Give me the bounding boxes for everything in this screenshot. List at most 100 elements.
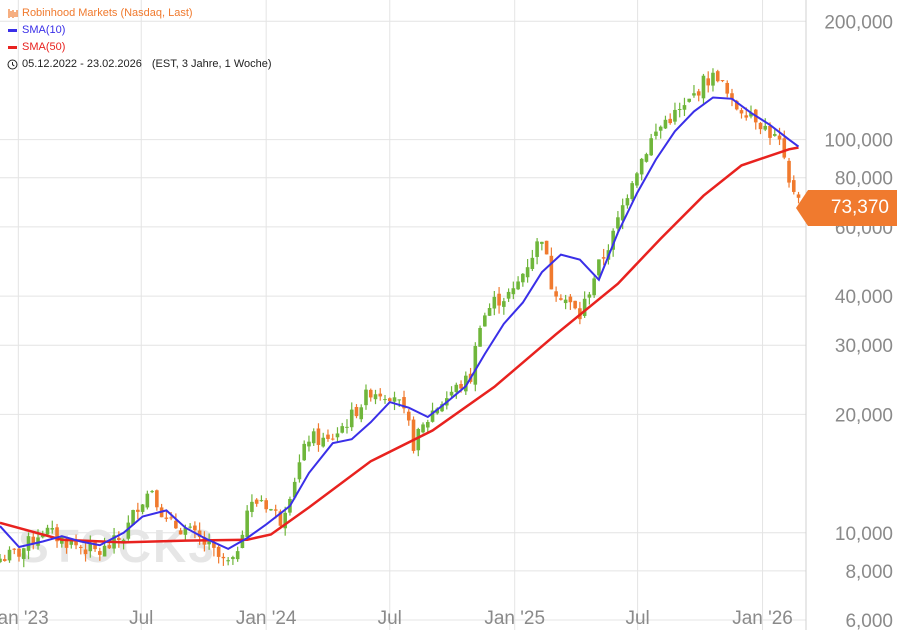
y-tick-label: 8,000 bbox=[845, 562, 893, 583]
candle-body bbox=[668, 118, 672, 124]
candle-body bbox=[345, 426, 349, 428]
candle-body bbox=[273, 509, 278, 511]
candle-body bbox=[492, 296, 497, 309]
candle-body bbox=[549, 255, 554, 290]
candle-body bbox=[373, 394, 378, 400]
candle-body bbox=[307, 441, 311, 447]
candle-body bbox=[292, 481, 297, 498]
candle-body bbox=[7, 549, 12, 561]
candle-body bbox=[611, 230, 615, 250]
candle-body bbox=[639, 158, 644, 175]
candle-body bbox=[701, 75, 706, 99]
candle-body bbox=[178, 530, 183, 535]
candle-body bbox=[658, 126, 663, 131]
candle-body bbox=[269, 509, 273, 511]
candle-body bbox=[663, 119, 668, 129]
legend-item-instrument[interactable]: Robinhood Markets (Nasdaq, Last) bbox=[6, 5, 272, 22]
candle-body bbox=[782, 138, 787, 158]
candle-body bbox=[635, 173, 639, 186]
y-tick-label: 80,000 bbox=[835, 169, 893, 190]
candle-body bbox=[0, 558, 2, 563]
x-axis-ticks: Jan '23 Jul Jan '24 Jul Jan '25 Jul Jan '26 bbox=[0, 608, 793, 629]
candle-body bbox=[416, 429, 421, 451]
last-price-label: 73,370 bbox=[808, 190, 897, 226]
candle-body bbox=[563, 299, 568, 304]
candle-body bbox=[682, 105, 687, 110]
candle-body bbox=[283, 512, 287, 529]
candle-body bbox=[140, 504, 145, 512]
candle-body bbox=[12, 548, 17, 550]
candle-body bbox=[254, 499, 259, 504]
candle-body bbox=[711, 72, 715, 86]
candle-body bbox=[459, 383, 463, 389]
candle-body bbox=[758, 122, 763, 130]
candle-body bbox=[720, 80, 725, 82]
candle-body bbox=[478, 327, 482, 347]
candle-body bbox=[145, 493, 150, 508]
legend-item-sma10[interactable]: SMA(10) bbox=[6, 22, 272, 39]
legend-instrument-label: Robinhood Markets (Nasdaq, Last) bbox=[22, 7, 193, 19]
candle-body bbox=[378, 393, 383, 397]
candle-body bbox=[74, 541, 78, 546]
candle-body bbox=[174, 520, 178, 529]
x-tick-label: Jul bbox=[625, 608, 649, 629]
candle-body bbox=[102, 545, 107, 557]
candle-body bbox=[259, 500, 264, 502]
candle-body bbox=[506, 291, 511, 299]
candle-body bbox=[559, 298, 563, 300]
candle-body bbox=[150, 491, 154, 493]
candle-body bbox=[2, 559, 7, 562]
candle-body bbox=[540, 241, 544, 244]
candle-body bbox=[387, 398, 392, 402]
candle-body bbox=[335, 433, 340, 438]
candle-body bbox=[673, 109, 677, 122]
sma10-swatch bbox=[7, 29, 17, 32]
candle-body bbox=[749, 112, 753, 117]
candle-body bbox=[64, 540, 69, 548]
candle-body bbox=[435, 408, 440, 414]
candle-body bbox=[601, 257, 606, 259]
candle-body bbox=[535, 241, 539, 257]
candle-body bbox=[430, 410, 435, 422]
candle-body bbox=[483, 315, 487, 327]
candle-body bbox=[245, 510, 249, 537]
candle-body bbox=[131, 510, 135, 525]
candle-body bbox=[525, 267, 530, 278]
horizontal-gridlines bbox=[0, 20, 806, 621]
candle-body bbox=[425, 422, 430, 428]
candle-body bbox=[126, 522, 131, 539]
candle-body bbox=[744, 115, 749, 118]
candle-body bbox=[706, 78, 711, 86]
candle-body bbox=[411, 419, 416, 451]
y-axis-ticks: 6,0008,00010,00020,00030,00040,00060,000… bbox=[824, 12, 893, 630]
legend-sma10-label: SMA(10) bbox=[22, 24, 66, 36]
candle-body bbox=[98, 551, 102, 555]
candle-body bbox=[730, 93, 734, 100]
candle-body bbox=[644, 154, 649, 162]
candle-body bbox=[696, 91, 701, 96]
candle-body bbox=[340, 426, 345, 433]
candle-body bbox=[164, 517, 169, 519]
candle-body bbox=[250, 501, 254, 512]
candle-body bbox=[654, 131, 658, 136]
candle-body bbox=[359, 407, 364, 420]
candle-body bbox=[402, 397, 406, 409]
candle-body bbox=[530, 257, 535, 269]
legend-item-sma50[interactable]: SMA(50) bbox=[6, 39, 272, 56]
x-tick-label: Jul bbox=[378, 608, 402, 629]
candle-body bbox=[216, 546, 221, 557]
candle-body bbox=[516, 281, 520, 290]
ohlc-icon bbox=[6, 8, 18, 20]
candle-body bbox=[169, 517, 173, 519]
candle-body bbox=[449, 391, 454, 396]
candle-body bbox=[620, 205, 625, 221]
x-tick-label: Jan '23 bbox=[0, 608, 49, 629]
candle-body bbox=[397, 399, 402, 401]
candle-body bbox=[231, 557, 235, 560]
sma50-swatch bbox=[7, 46, 17, 49]
candle-body bbox=[592, 278, 596, 296]
candle-body bbox=[93, 542, 97, 550]
candle-body bbox=[521, 273, 525, 283]
candle-body bbox=[155, 490, 159, 508]
candle-body bbox=[69, 541, 74, 545]
